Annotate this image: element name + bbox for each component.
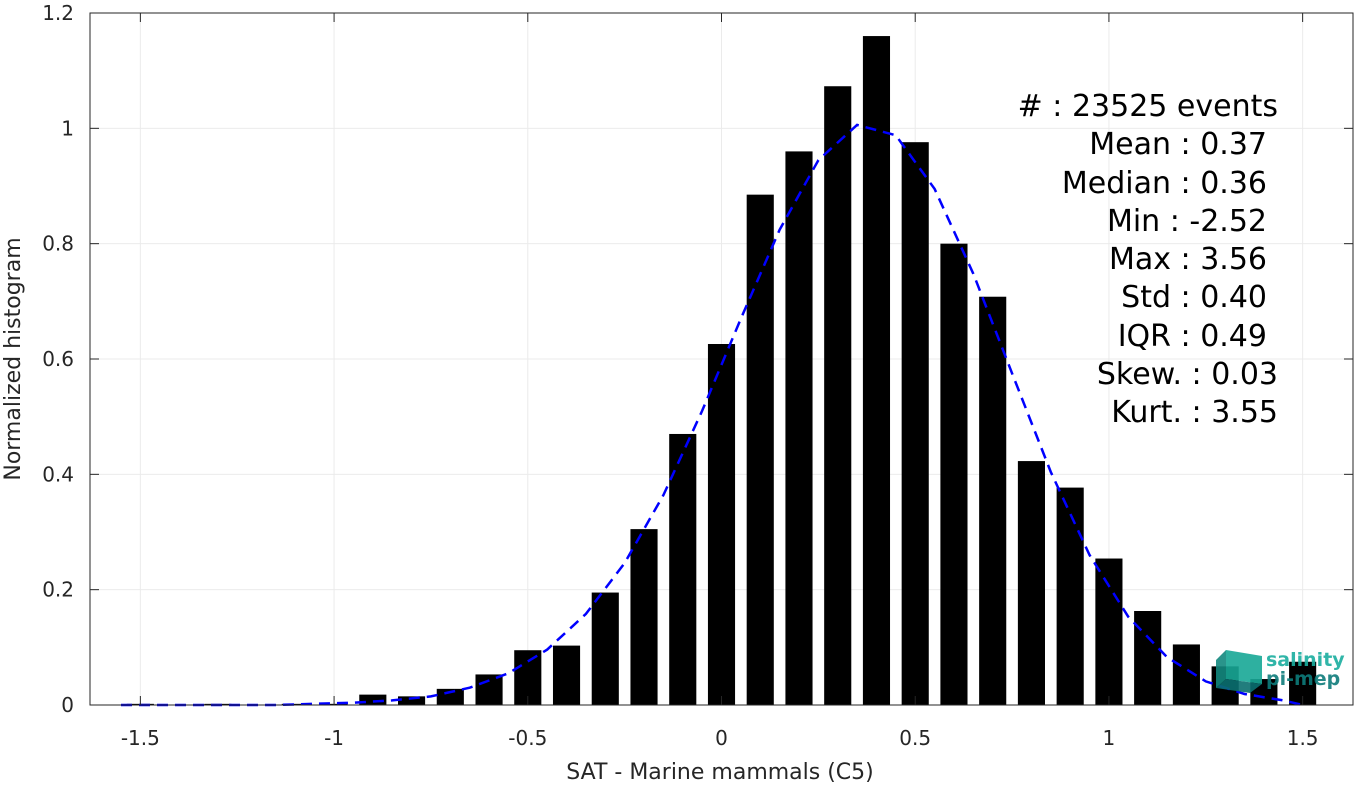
x-tick-label: 0	[715, 726, 728, 750]
histogram-bar	[979, 296, 1007, 705]
y-tick-label: 0.4	[42, 462, 74, 486]
histogram-bar	[475, 674, 503, 705]
logo-line1: salinity	[1266, 649, 1345, 671]
stat-kurt: Kurt. : 3.55	[1111, 395, 1278, 430]
x-tick-label: 0.5	[899, 726, 931, 750]
y-tick-label: 0	[61, 693, 74, 717]
y-tick-label: 1	[61, 116, 74, 140]
histogram-bar	[746, 194, 774, 705]
histogram-bar	[1056, 487, 1084, 705]
histogram-bar	[552, 645, 581, 705]
y-tick-label: 0.6	[42, 347, 74, 371]
y-tick-label: 0.8	[42, 232, 74, 256]
stats-box: # : 23525 events Mean : 0.37 Median : 0.…	[1018, 89, 1278, 430]
stat-iqr: IQR : 0.49	[1118, 319, 1267, 354]
stat-count: # : 23525 events	[1018, 89, 1278, 124]
histogram-bar	[862, 36, 891, 706]
histogram-bar	[785, 151, 813, 705]
logo-cube-icon	[1216, 650, 1262, 693]
y-tick-label: 1.2	[42, 1, 74, 25]
x-tick-label: -1.5	[121, 726, 160, 750]
tick-labels: -1.5 -1 -0.5 0 0.5 1 1.5 0 0.2 0.4 0.6 0.8 1 1.2	[42, 1, 1318, 750]
fit-curve-line	[121, 123, 1303, 707]
x-tick-label: -0.5	[508, 726, 547, 750]
histogram-bar	[1134, 611, 1162, 705]
y-axis-label: Normalized histogram	[1, 237, 26, 480]
stat-median: Median : 0.36	[1062, 166, 1267, 201]
histogram-bar	[359, 694, 387, 705]
fit-curve	[121, 123, 1303, 707]
histogram-bar	[940, 243, 968, 705]
stat-skew: Skew. : 0.03	[1097, 357, 1278, 392]
stat-std: Std : 0.40	[1121, 280, 1267, 315]
histogram-bar	[436, 688, 464, 705]
x-axis-label: SAT - Marine mammals (C5)	[566, 760, 874, 785]
histogram-bar	[1017, 461, 1045, 705]
histogram-bar	[1095, 558, 1123, 705]
stat-max: Max : 3.56	[1109, 242, 1267, 277]
stat-mean: Mean : 0.37	[1089, 127, 1267, 162]
histogram-bar	[630, 529, 658, 705]
histogram-bar	[901, 142, 929, 705]
histogram-bar	[281, 703, 309, 705]
salinity-pimep-logo: salinity pi-mep	[1216, 649, 1345, 693]
x-tick-label: -1	[324, 726, 344, 750]
x-tick-label: 1	[1103, 726, 1116, 750]
histogram-bar	[591, 592, 619, 705]
y-tick-label: 0.2	[42, 578, 74, 602]
logo-line2: pi-mep	[1266, 668, 1340, 690]
histogram-bar	[669, 433, 697, 705]
histogram-bar	[707, 344, 736, 705]
histogram-bar	[514, 650, 542, 705]
stat-min: Min : -2.52	[1107, 204, 1267, 239]
histogram-bar	[824, 86, 852, 705]
bars	[126, 36, 1317, 706]
histogram-bar	[398, 696, 426, 705]
x-tick-label: 1.5	[1287, 726, 1319, 750]
axes	[89, 12, 1354, 706]
